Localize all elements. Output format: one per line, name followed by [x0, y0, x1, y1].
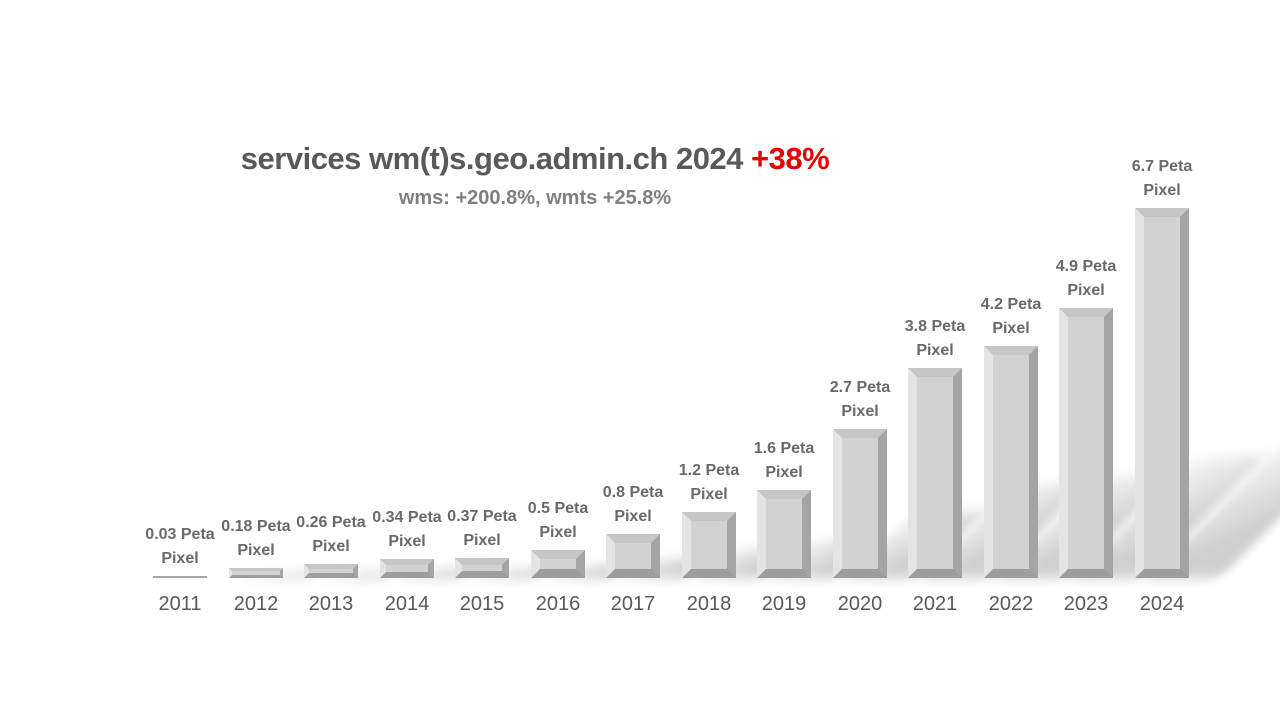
bar-2018	[682, 512, 736, 578]
x-axis-label-2016: 2016	[535, 593, 581, 615]
bar-2014	[380, 559, 434, 578]
bar-value-label-2015: 0.37 Peta Pixel	[447, 508, 517, 549]
bar-value-label-2013: 0.26 Peta Pixel	[296, 514, 366, 555]
x-axis-label-2014: 2014	[384, 593, 430, 615]
chart-title-text: services wm(t)s.geo.admin.ch 2024	[240, 141, 744, 176]
x-axis-label-2011: 2011	[158, 593, 202, 615]
x-axis-label-2022: 2022	[988, 593, 1034, 615]
x-axis-label-2023: 2023	[1063, 593, 1109, 615]
bar-value-label-2022: 4.2 Peta Pixel	[980, 296, 1042, 337]
bar-2019	[757, 490, 811, 578]
bar-2023	[1059, 308, 1113, 578]
bar-value-label-2017: 0.8 Peta Pixel	[602, 484, 664, 525]
bar-2011	[153, 576, 207, 578]
bar-2021	[908, 368, 962, 578]
x-axis-label-2015: 2015	[459, 593, 505, 615]
x-axis-label-2018: 2018	[686, 593, 732, 615]
bar-2022	[984, 346, 1038, 578]
title-block: services wm(t)s.geo.admin.ch 2024 +38% w…	[100, 140, 970, 210]
chart-title-highlight: +38%	[751, 141, 830, 176]
bar-value-label-2018: 1.2 Peta Pixel	[678, 462, 740, 503]
chart-title: services wm(t)s.geo.admin.ch 2024 +38%	[100, 140, 970, 178]
x-axis-label-2020: 2020	[837, 593, 883, 615]
x-axis-label-2013: 2013	[308, 593, 354, 615]
x-axis-label-2012: 2012	[233, 593, 279, 615]
bar-2012	[229, 568, 283, 578]
bar-value-label-2011: 0.03 Peta Pixel	[145, 526, 215, 567]
bar-2017	[606, 534, 660, 578]
bar-value-label-2014: 0.34 Peta Pixel	[372, 509, 442, 550]
bar-value-label-2024: 6.7 Peta Pixel	[1131, 158, 1193, 199]
x-axis-label-2019: 2019	[761, 593, 807, 615]
x-axis-label-2017: 2017	[610, 593, 656, 615]
bar-value-label-2016: 0.5 Peta Pixel	[527, 500, 589, 541]
bar-value-label-2021: 3.8 Peta Pixel	[904, 318, 966, 359]
bar-value-label-2012: 0.18 Peta Pixel	[221, 518, 291, 559]
bar-2015	[455, 558, 509, 578]
chart-subtitle: wms: +200.8%, wmts +25.8%	[398, 187, 672, 209]
bar-2016	[531, 550, 585, 578]
bar-value-label-2019: 1.6 Peta Pixel	[753, 440, 815, 481]
bar-2020	[833, 429, 887, 578]
bar-2024	[1135, 208, 1189, 578]
x-axis-label-2024: 2024	[1139, 593, 1185, 615]
bar-value-label-2020: 2.7 Peta Pixel	[829, 379, 891, 420]
x-axis-label-2021: 2021	[912, 593, 958, 615]
bar-value-label-2023: 4.9 Peta Pixel	[1055, 258, 1117, 299]
bar-2013	[304, 564, 358, 578]
